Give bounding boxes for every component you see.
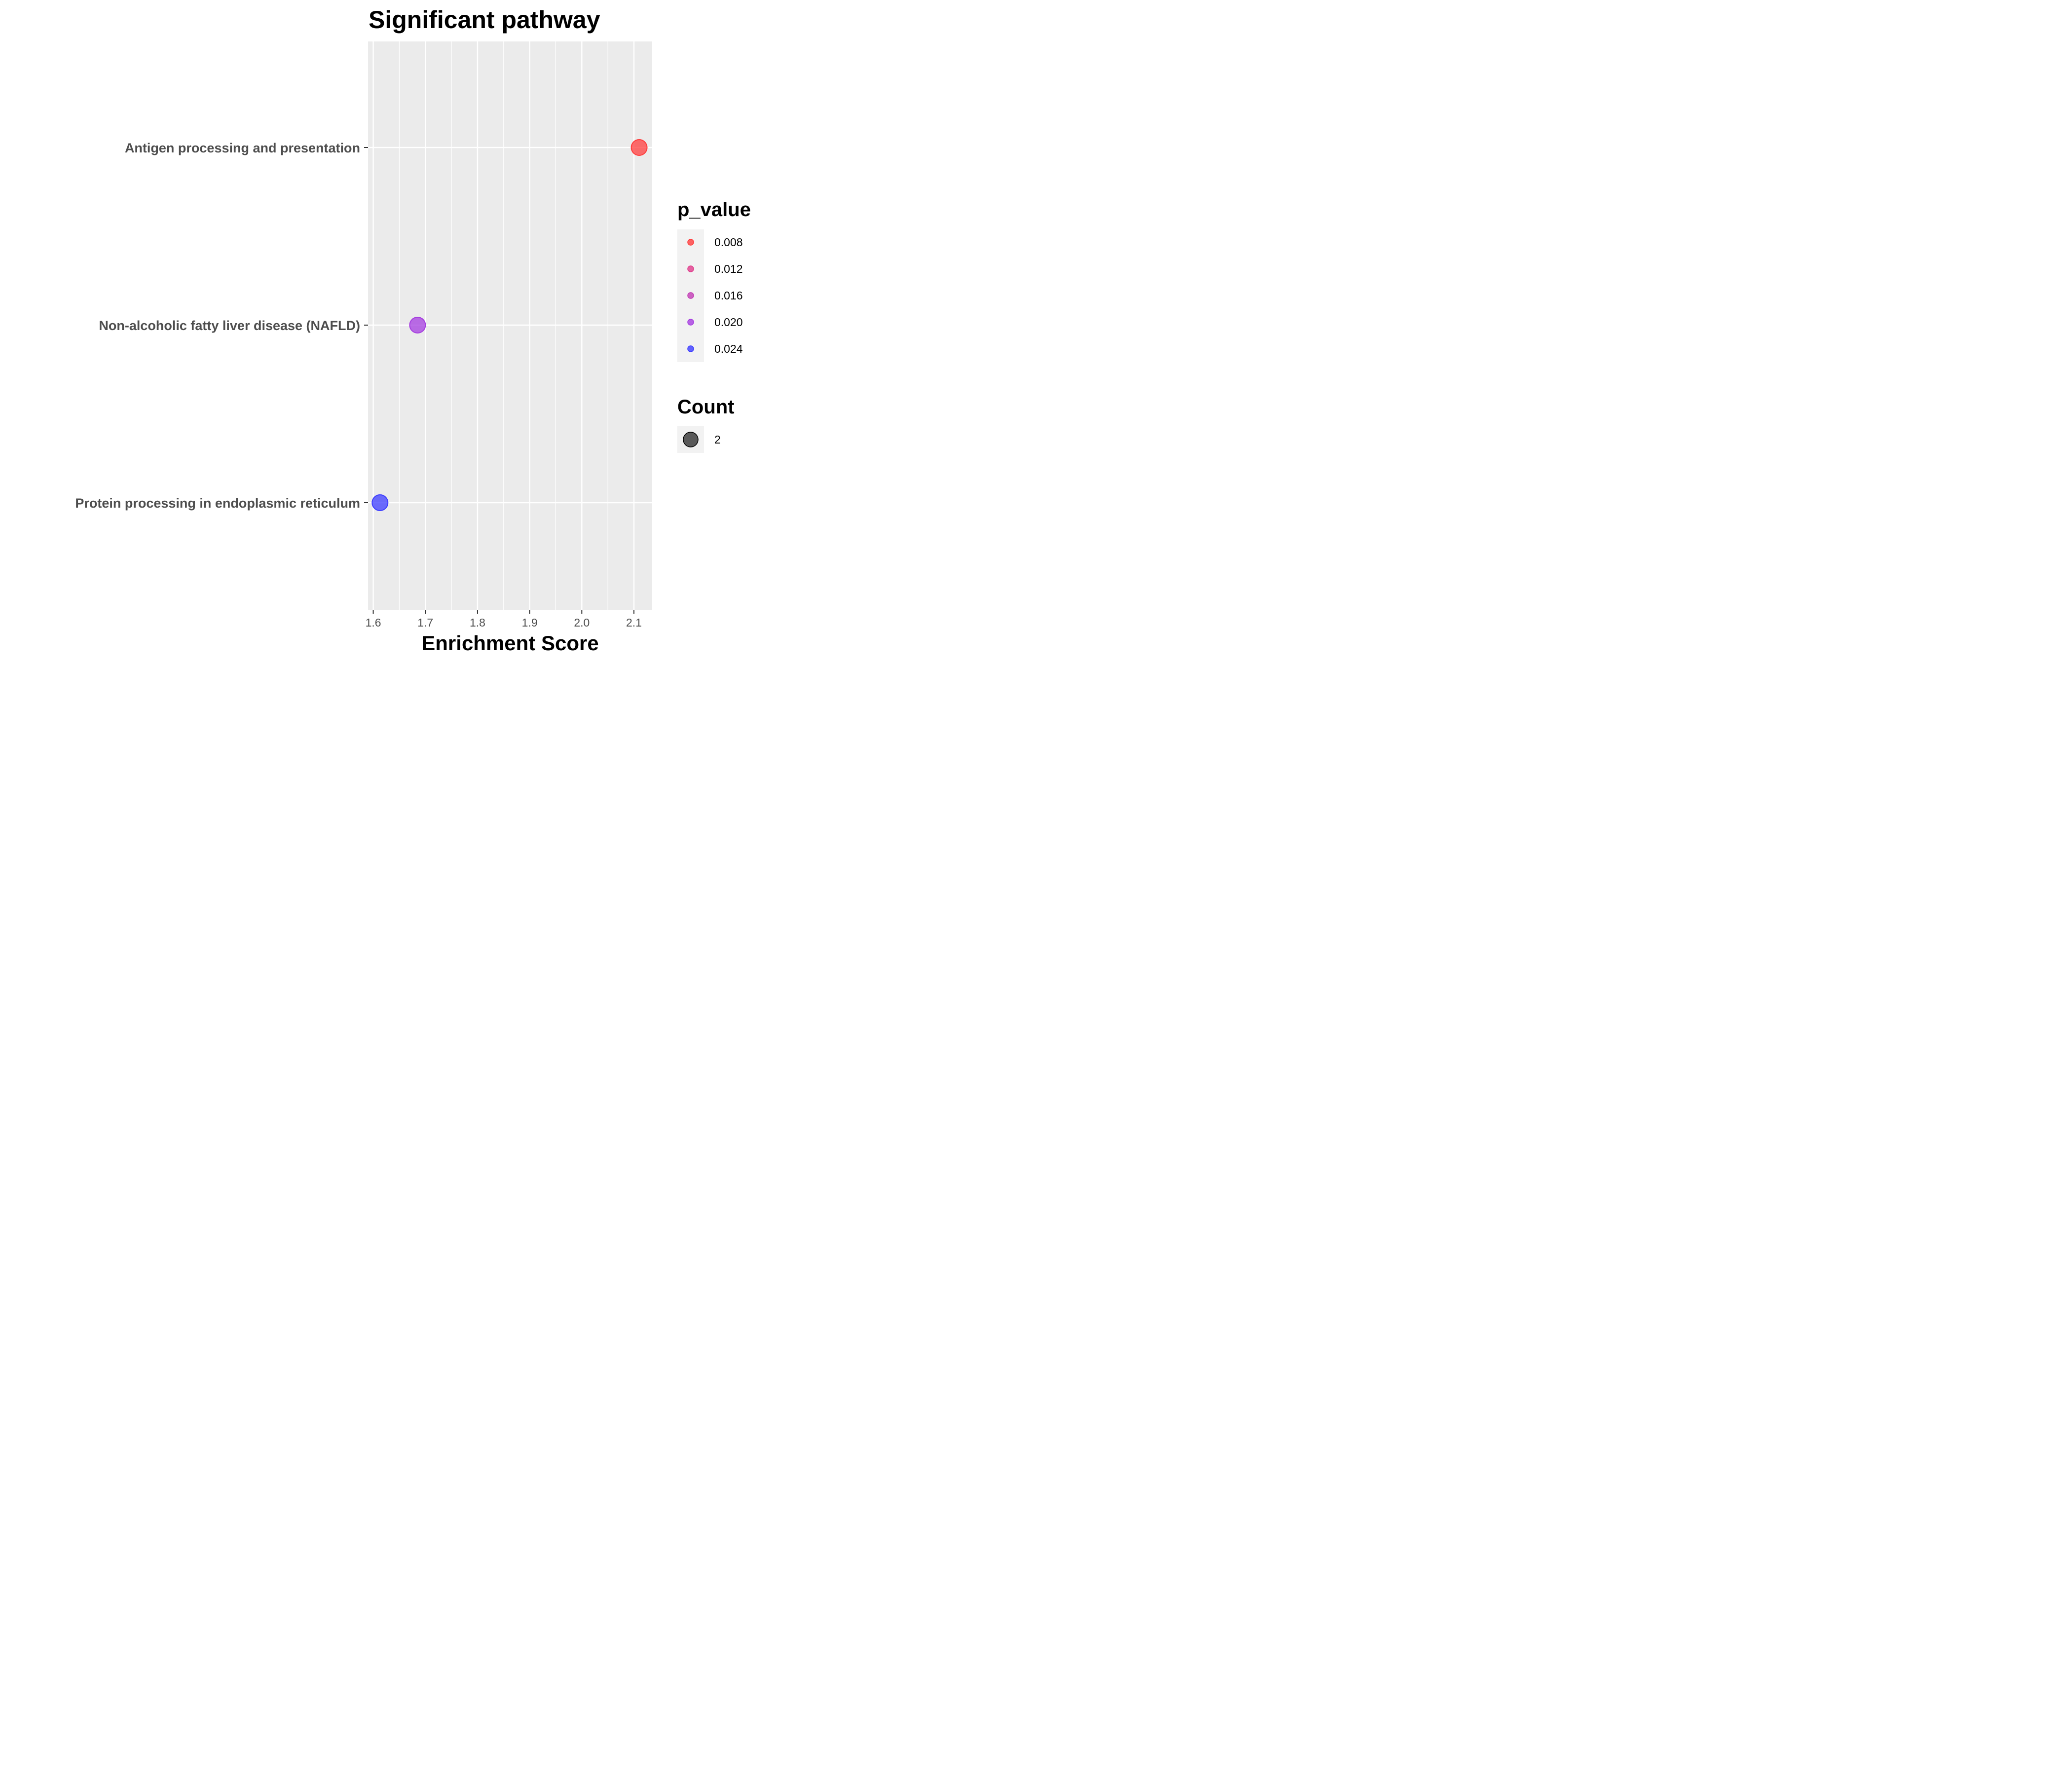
legend-color-swatch xyxy=(687,345,694,352)
legend-color-swatch xyxy=(687,239,694,246)
legend-color-label: 0.020 xyxy=(714,316,743,329)
legend-size-swatch xyxy=(683,432,699,447)
legend-color-swatch xyxy=(687,319,694,326)
x-tick-label: 2.0 xyxy=(574,616,590,629)
legend-color-swatch xyxy=(687,265,694,272)
chart-title: Significant pathway xyxy=(369,6,600,34)
x-tick-label: 1.9 xyxy=(522,616,538,629)
data-point xyxy=(409,317,426,333)
y-tick-label: Non-alcoholic fatty liver disease (NAFLD… xyxy=(99,318,360,333)
legend-color-label: 0.012 xyxy=(714,262,743,275)
legend-color-items: 0.008 0.012 0.016 0.020 0.024 xyxy=(687,236,743,355)
grid-lines xyxy=(368,41,652,610)
x-tick-label: 1.8 xyxy=(470,616,485,629)
x-tick-label: 1.6 xyxy=(366,616,381,629)
legend-color-label: 0.024 xyxy=(714,342,743,355)
axes: 1.6 1.7 1.8 1.9 2.0 2.1 Antigen processing and… xyxy=(75,141,642,629)
x-axis-label: Enrichment Score xyxy=(421,631,598,655)
legend-size-items: 2 xyxy=(683,432,721,447)
legend-color-label: 0.008 xyxy=(714,236,743,249)
legend-size-label: 2 xyxy=(714,433,721,446)
y-tick-label: Antigen processing and presentation xyxy=(125,141,360,155)
data-point xyxy=(630,139,648,156)
legend-color-title: p_value xyxy=(677,199,751,221)
enrichment-dot-plot: Significant pathway 1.6 1.7 1.8 1.9 2.0 2.1 An… xyxy=(75,6,751,655)
legend-size-title: Count xyxy=(677,396,735,418)
x-tick-label: 2.1 xyxy=(626,616,642,629)
data-points xyxy=(371,139,648,511)
legend-color-swatch xyxy=(687,292,694,299)
legend-color-label: 0.016 xyxy=(714,289,743,302)
x-tick-label: 1.7 xyxy=(417,616,433,629)
data-point xyxy=(371,494,389,511)
y-tick-label: Protein processing in endoplasmic reticu… xyxy=(75,496,360,511)
